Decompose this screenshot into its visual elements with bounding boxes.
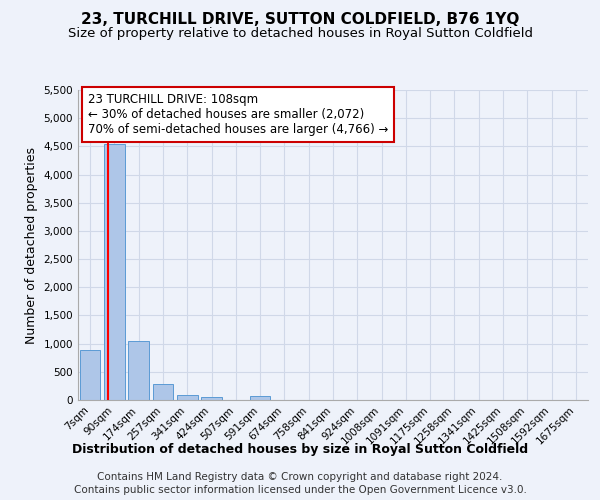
Bar	[201, 397, 222, 400]
Text: 23 TURCHILL DRIVE: 108sqm
← 30% of detached houses are smaller (2,072)
70% of se: 23 TURCHILL DRIVE: 108sqm ← 30% of detac…	[88, 93, 389, 136]
Y-axis label: Number of detached properties: Number of detached properties	[25, 146, 38, 344]
Bar	[177, 395, 197, 400]
Bar	[80, 350, 100, 400]
Text: 23, TURCHILL DRIVE, SUTTON COLDFIELD, B76 1YQ: 23, TURCHILL DRIVE, SUTTON COLDFIELD, B7…	[81, 12, 519, 28]
Text: Contains HM Land Registry data © Crown copyright and database right 2024.: Contains HM Land Registry data © Crown c…	[97, 472, 503, 482]
Text: Size of property relative to detached houses in Royal Sutton Coldfield: Size of property relative to detached ho…	[67, 28, 533, 40]
Text: Contains public sector information licensed under the Open Government Licence v3: Contains public sector information licen…	[74, 485, 526, 495]
Bar	[128, 342, 149, 400]
Bar	[104, 144, 125, 400]
Bar	[152, 384, 173, 400]
Bar	[250, 396, 271, 400]
Text: Distribution of detached houses by size in Royal Sutton Coldfield: Distribution of detached houses by size …	[72, 442, 528, 456]
